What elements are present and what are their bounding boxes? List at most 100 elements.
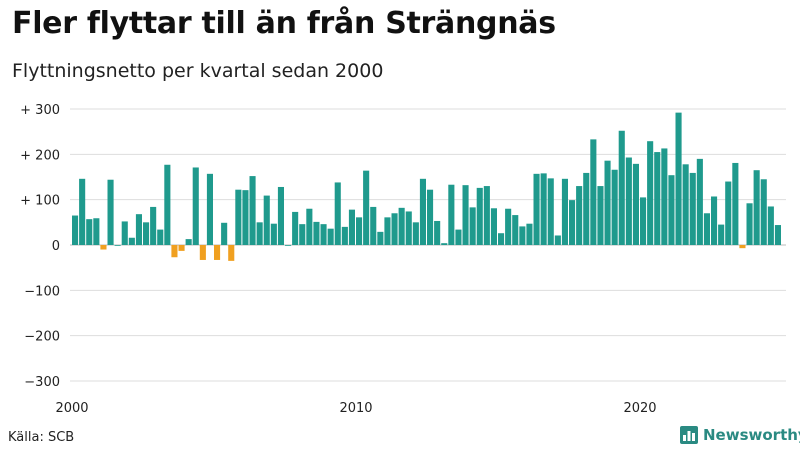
- bar: [505, 208, 512, 245]
- bar: [114, 245, 121, 246]
- bar: [263, 195, 270, 245]
- x-tick-label: 2020: [623, 401, 656, 416]
- bar: [270, 223, 277, 245]
- bar: [682, 164, 689, 245]
- bar: [334, 182, 341, 245]
- bar: [185, 239, 192, 245]
- bar: [647, 141, 654, 245]
- bar: [519, 226, 526, 245]
- bar: [327, 228, 334, 245]
- bar: [192, 167, 199, 245]
- bar: [597, 186, 604, 245]
- bar: [419, 178, 426, 245]
- y-tick-label: −100: [24, 284, 60, 299]
- bar: [583, 172, 590, 245]
- bar: [277, 186, 284, 245]
- bar: [618, 130, 625, 245]
- bar: [214, 245, 221, 260]
- bar: [476, 187, 483, 245]
- bar: [341, 226, 348, 245]
- bar: [72, 215, 79, 245]
- bar: [199, 245, 206, 260]
- bar: [228, 245, 235, 261]
- bar: [604, 160, 611, 245]
- bar: [696, 158, 703, 245]
- bar: [157, 229, 164, 245]
- bar: [121, 221, 128, 245]
- bar: [143, 222, 150, 245]
- bar: [285, 245, 292, 246]
- bar: [455, 229, 462, 245]
- bar: [448, 184, 455, 245]
- bar: [703, 213, 710, 245]
- bar: [576, 186, 583, 245]
- bars: [72, 112, 781, 261]
- brand-name: Newsworthy: [703, 426, 800, 444]
- bar: [86, 219, 93, 245]
- y-tick-label: 0: [52, 239, 60, 254]
- bar: [554, 235, 561, 245]
- bar: [512, 215, 519, 245]
- chart-title: Fler flyttar till än från Strängnäs: [12, 6, 556, 41]
- bar: [590, 139, 597, 245]
- bar: [363, 170, 370, 245]
- bar: [150, 206, 157, 245]
- bar: [561, 178, 568, 245]
- bar: [441, 243, 448, 245]
- bar: [79, 178, 86, 245]
- y-tick-label: + 100: [20, 194, 60, 209]
- bar: [398, 207, 405, 245]
- bar: [774, 225, 781, 245]
- bar: [292, 211, 299, 245]
- bar: [320, 224, 327, 245]
- bar: [547, 178, 554, 245]
- bar: [753, 170, 760, 245]
- x-axis-labels: 2000 2010 2020: [55, 401, 656, 416]
- y-tick-label: −300: [24, 375, 60, 390]
- bar: [107, 179, 114, 245]
- y-axis-labels: + 300 + 200 + 100 0 −100 −200 −300: [20, 103, 60, 390]
- bar: [625, 157, 632, 245]
- bar: [171, 245, 178, 258]
- bar: [490, 208, 497, 245]
- bar: [654, 152, 661, 245]
- bar: [689, 172, 696, 245]
- bar: [526, 223, 533, 245]
- bar: [711, 196, 718, 245]
- bar: [540, 173, 547, 245]
- bar: [640, 197, 647, 245]
- x-tick-label: 2000: [55, 401, 88, 416]
- bar: [178, 245, 185, 251]
- bar: [533, 173, 540, 245]
- bar: [221, 222, 228, 245]
- bar: [405, 211, 412, 245]
- y-tick-label: + 300: [20, 103, 60, 118]
- bar: [306, 208, 313, 245]
- bar: [235, 189, 242, 245]
- bar: [732, 162, 739, 245]
- bar: [725, 181, 732, 245]
- bar: [100, 245, 107, 250]
- bar: [569, 200, 576, 245]
- bar: [249, 176, 256, 245]
- bar: [206, 173, 213, 245]
- bar-chart-icon: [680, 426, 698, 444]
- bar: [348, 209, 355, 245]
- brand-logo: Newsworthy: [680, 426, 800, 444]
- bar: [746, 203, 753, 245]
- bar: [462, 185, 469, 245]
- bar: [384, 217, 391, 245]
- bar: [434, 220, 441, 245]
- bar: [93, 218, 100, 245]
- source-note: Källa: SCB: [8, 430, 75, 445]
- y-tick-label: −200: [24, 330, 60, 345]
- bar: [256, 222, 263, 245]
- bar: [483, 186, 490, 245]
- bar: [356, 217, 363, 245]
- bar: [412, 222, 419, 245]
- bar: [498, 233, 505, 245]
- chart-subtitle: Flyttningsnetto per kvartal sedan 2000: [12, 60, 384, 82]
- bar: [611, 169, 618, 245]
- bar: [128, 237, 135, 245]
